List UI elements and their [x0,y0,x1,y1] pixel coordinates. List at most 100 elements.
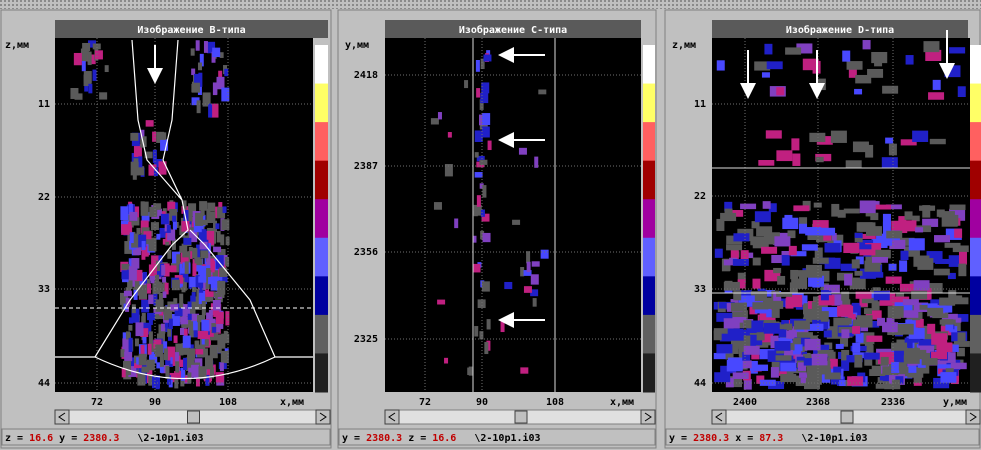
echo-pixel [779,330,787,338]
echo-pixel [919,206,935,211]
echo-pixel [825,373,841,380]
echo-pixel [875,272,883,278]
scroll-right[interactable] [966,410,980,424]
echo-pixel [151,222,159,230]
scroll-thumb[interactable] [188,411,200,423]
echo-pixel [467,368,471,375]
echo-pixel [930,139,946,144]
echo-pixel [771,367,779,378]
echo-pixel [88,84,92,94]
echo-pixel [824,330,832,337]
echo-pixel [789,246,797,255]
color-scale [643,276,655,315]
echo-pixel [847,376,863,386]
x-axis-label: y,мм [943,397,967,408]
echo-pixel [805,227,821,235]
echo-pixel [482,185,486,198]
echo-pixel [504,282,512,289]
echo-pixel [141,345,145,355]
echo-pixel [224,69,228,76]
scroll-left[interactable] [385,410,399,424]
echo-pixel [105,65,109,72]
echo-pixel [731,303,747,312]
scroll-thumb[interactable] [841,411,853,423]
echo-pixel [139,354,147,365]
echo-pixel [194,330,198,337]
color-scale [970,161,981,200]
echo-pixel [192,292,196,302]
echo-pixel [142,241,146,250]
echo-pixel [223,206,227,213]
echo-pixel [750,236,766,245]
echo-pixel [527,262,531,272]
echo-pixel [482,113,490,125]
echo-pixel [726,244,742,250]
echo-pixel [911,291,927,300]
y-axis-label: z,мм [672,40,696,51]
panel-title: Изображение В-типа [137,24,245,36]
scroll-left[interactable] [712,410,726,424]
echo-pixel [431,118,439,124]
echo-pixel [205,339,209,346]
echo-pixel [161,265,165,276]
echo-pixel [180,317,188,324]
echo-pixel [479,331,483,339]
color-scale [643,122,655,161]
scroll-left[interactable] [55,410,69,424]
echo-pixel [176,254,180,264]
echo-pixel [483,233,491,242]
y-axis-label: z,мм [5,40,29,51]
echo-pixel [913,256,929,267]
echo-pixel [806,265,822,278]
echo-pixel [908,366,916,373]
echo-pixel [533,298,537,307]
y-tick-label: 2387 [354,161,378,172]
echo-pixel [942,215,958,226]
echo-pixel [954,229,962,238]
echo-pixel [816,157,824,162]
echo-pixel [132,304,136,313]
echo-pixel [882,86,898,94]
echo-pixel [785,47,801,54]
echo-pixel [99,92,107,99]
echo-pixel [958,332,966,341]
echo-pixel [480,93,488,103]
echo-pixel [776,87,784,95]
echo-pixel [799,372,807,377]
echo-pixel [473,264,481,273]
echo-pixel [842,51,850,62]
echo-pixel [760,380,776,386]
echo-pixel [724,282,740,291]
color-scale [315,199,328,238]
echo-pixel [767,301,783,309]
color-scale [643,161,655,200]
echo-pixel [780,374,796,382]
echo-pixel [196,40,200,50]
echo-pixel [743,320,751,328]
scroll-thumb[interactable] [515,411,527,423]
echo-pixel [161,214,169,224]
scroll-right[interactable] [641,410,655,424]
top-strip [0,0,981,9]
echo-pixel [916,319,924,328]
echo-pixel [715,249,723,258]
color-scale [970,315,981,354]
echo-pixel [156,234,160,240]
color-scale [970,238,981,277]
echo-pixel [225,257,229,266]
echo-pixel [872,257,888,263]
echo-pixel [454,219,458,229]
x-axis-label: x,мм [280,397,304,408]
echo-pixel [192,263,196,276]
echo-pixel [767,61,783,69]
echo-pixel [927,324,935,334]
echo-pixel [714,330,722,340]
echo-pixel [153,150,157,163]
y-tick-label: 44 [38,378,50,389]
echo-pixel [161,324,165,332]
echo-pixel [129,266,137,280]
echo-pixel [744,346,760,355]
x-tick-label: 90 [476,397,488,408]
scroll-right[interactable] [316,410,330,424]
echo-pixel [872,301,880,310]
